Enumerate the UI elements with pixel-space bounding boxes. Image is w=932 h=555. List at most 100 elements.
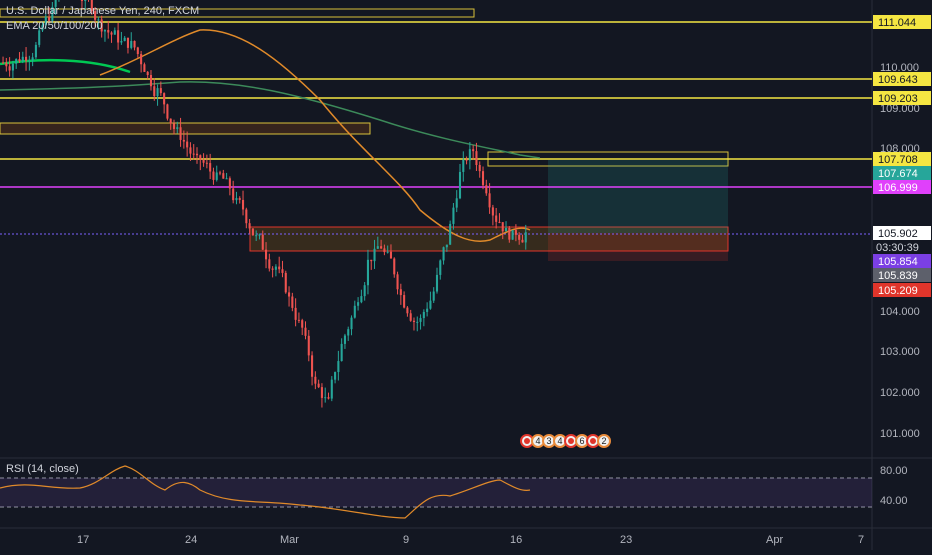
rsi-pane[interactable] (0, 458, 872, 528)
zone-box-mid[interactable] (0, 122, 371, 135)
candle-body (34, 44, 37, 58)
candle-body (140, 54, 143, 65)
candle-body (44, 17, 47, 26)
candle-body (2, 62, 5, 64)
candle-body (422, 311, 425, 319)
price-tag-9[interactable]: 105.839 (873, 268, 931, 282)
candle-body (255, 235, 258, 237)
candle-body (449, 223, 452, 245)
candle-body (426, 308, 429, 312)
candle-body (317, 383, 320, 388)
svg-text:105.209: 105.209 (878, 285, 918, 297)
candle-body (386, 251, 389, 253)
candle-body (455, 198, 458, 208)
time-tick-0: 17 (77, 534, 89, 546)
candle-body (439, 260, 442, 275)
rsi-line (0, 465, 531, 519)
candle-body (163, 93, 166, 105)
candle-body (228, 178, 231, 189)
price-tag-6[interactable]: 105.902 (873, 226, 931, 240)
candle-body (107, 30, 110, 33)
candle-body (126, 37, 130, 48)
candle-body (215, 172, 218, 180)
candle-body (258, 234, 261, 236)
position-loss-zone[interactable] (548, 233, 728, 261)
event-badge-4[interactable]: 2 (597, 434, 611, 448)
zone-box-entry[interactable] (249, 226, 729, 252)
svg-text:105.839: 105.839 (878, 270, 918, 282)
candle-body (195, 153, 199, 156)
candle-body (100, 19, 103, 32)
candle-body (511, 230, 514, 240)
svg-text:109.643: 109.643 (878, 74, 918, 86)
candle-body (465, 159, 468, 161)
symbol-title[interactable]: U.S. Dollar / Japanese Yen, 240, FXCM (6, 5, 200, 17)
candle-body (376, 246, 379, 249)
candle-body (123, 37, 126, 41)
candle-body (297, 319, 300, 321)
candle-body (94, 11, 97, 20)
candle-body (521, 239, 524, 243)
event-markers[interactable]: 4 3 4 6 2 (520, 432, 611, 450)
candle-body (25, 56, 28, 61)
price-tag-1[interactable]: 109.643 (873, 72, 931, 86)
price-tag-7[interactable]: 03:30:39 (873, 240, 931, 254)
candle-body (186, 141, 189, 148)
candle-body (501, 222, 504, 232)
candle-body (130, 40, 133, 48)
price-tag-10[interactable]: 105.209 (873, 283, 931, 297)
candle-body (18, 59, 21, 62)
candle-body (435, 274, 439, 292)
svg-text:03:30:39: 03:30:39 (876, 242, 919, 254)
candle-body (445, 244, 448, 248)
candle-body (508, 227, 511, 240)
candle-body (271, 268, 274, 270)
time-tick-1: 24 (185, 534, 197, 546)
candle-body (383, 248, 386, 253)
candle-body (472, 149, 475, 152)
svg-text:105.902: 105.902 (878, 228, 918, 240)
candle-body (504, 227, 508, 232)
candle-body (90, 0, 93, 12)
price-tag-0[interactable]: 111.044 (873, 15, 931, 29)
candle-body (225, 178, 228, 180)
candle-body (403, 295, 406, 308)
main-pane[interactable] (0, 0, 872, 458)
price-tag-2[interactable]: 109.203 (873, 91, 931, 105)
svg-text:106.999: 106.999 (878, 182, 918, 194)
candle-body (396, 274, 399, 290)
candle-body (478, 165, 481, 172)
price-tag-5[interactable]: 106.999 (873, 180, 931, 194)
candle-body (159, 88, 162, 94)
price-tag-3[interactable]: 107.708 (873, 152, 931, 166)
candle-body (337, 361, 340, 373)
rsi-label[interactable]: RSI (14, close) (6, 463, 79, 475)
rsi-band-fill (0, 478, 872, 507)
candle-body (245, 209, 248, 224)
candle-body (212, 171, 215, 180)
candle-body (409, 313, 412, 321)
candle-body (248, 223, 251, 229)
candle-body (120, 40, 123, 43)
zone-box-top[interactable] (0, 8, 475, 18)
price-tag-8[interactable]: 105.854 (873, 254, 931, 268)
price-tag-4[interactable]: 107.674 (873, 166, 931, 180)
position-profit-zone[interactable] (548, 160, 728, 233)
price-tick-109: 109.000 (880, 103, 920, 115)
event-badge-3[interactable]: 6 (575, 434, 589, 448)
candle-body (146, 71, 149, 76)
indicator-label[interactable]: EMA 20/50/100/200 (6, 20, 103, 32)
candle-body (268, 259, 271, 269)
candle-body (347, 329, 350, 336)
candle-body (209, 163, 212, 172)
candle-body (179, 127, 182, 140)
candle-body (238, 198, 241, 200)
price-tick-103: 103.000 (880, 346, 920, 358)
candle-body (389, 251, 393, 259)
candle-body (218, 172, 222, 174)
candle-body (38, 30, 41, 45)
candle-body (97, 19, 100, 21)
candle-body (251, 228, 254, 236)
